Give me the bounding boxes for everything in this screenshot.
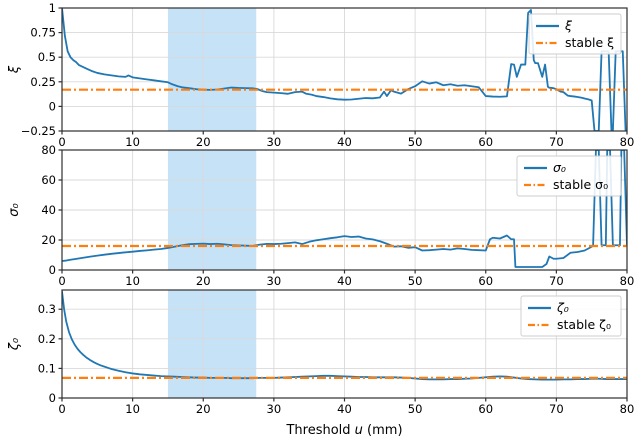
ytick-label: 0 [49,391,56,405]
xtick-label: 60 [478,402,493,416]
xtick-label: 10 [125,135,140,149]
stable-threshold-band [167,290,257,398]
xtick-label: 80 [620,274,635,288]
ytick-label: −0.25 [21,124,56,138]
ytick-label: 20 [41,233,56,247]
xaxis-label: Threshold u (mm) [285,423,402,438]
ytick-label: 80 [41,143,56,157]
ytick-label: 0.1 [38,361,56,375]
xtick-label: 0 [58,402,65,416]
xtick-label: 80 [620,135,635,149]
stable-threshold-band [167,8,257,131]
legend-label-stable: stable σ₀ [553,177,608,192]
ytick-label: 0.25 [30,75,56,89]
legend-label-series: ξ [564,18,573,33]
panel-data-area [62,150,627,268]
xtick-label: 20 [196,274,211,288]
legend-panel-3: ζ₀ stable ζ₀ [520,295,622,337]
legend-label-stable: stable ζ₀ [557,317,611,332]
xtick-label: 70 [549,135,564,149]
yaxis-label: ζ₀ [7,337,22,351]
legend-label-series: ζ₀ [556,300,569,315]
ytick-label: 0 [49,263,56,277]
yaxis-label: ξ [7,65,22,74]
xtick-label: 10 [125,274,140,288]
legend-panel-2: σ₀ stable σ₀ [516,155,622,197]
xtick-label: 80 [620,402,635,416]
ytick-label: 0.5 [38,50,56,64]
xtick-label: 60 [478,135,493,149]
yaxis-label: σ₀ [7,202,22,216]
xtick-label: 20 [196,402,211,416]
panel-2: 0 20 40 60 80 0 10 20 30 40 50 60 70 80 σ₀ σ₀ stable σ₀ [7,143,634,288]
ytick-label: 0 [49,99,56,113]
xtick-label: 70 [549,274,564,288]
xtick-label: 10 [125,402,140,416]
legend-panel-1: ξ stable ξ [528,13,622,55]
ytick-label: 1 [49,1,56,15]
xtick-label: 30 [267,402,282,416]
data-series-line [62,8,627,131]
legend-label-stable: stable ξ [565,35,614,50]
panel-data-area [62,8,627,131]
ytick-label: 40 [41,203,56,217]
xtick-label: 50 [408,135,423,149]
xtick-label: 60 [478,274,493,288]
xtick-label: 0 [58,135,65,149]
xtick-label: 30 [267,274,282,288]
xtick-label: 40 [337,274,352,288]
panel-data-area [62,290,627,381]
xtick-label: 40 [337,135,352,149]
ytick-label: 0.2 [38,332,56,346]
ytick-label: 60 [41,173,56,187]
xtick-label: 50 [408,402,423,416]
ytick-label: 0.3 [38,302,56,316]
xtick-label: 70 [549,402,564,416]
xtick-label: 40 [337,402,352,416]
legend-label-series: σ₀ [553,160,566,175]
panel-3: 0 0.1 0.2 0.3 0 10 20 30 40 50 60 70 80 ζ₀ ζ₀ stable ζ₀ [7,289,635,416]
xtick-label: 0 [58,274,65,288]
xtick-label: 50 [408,274,423,288]
ytick-label: 0.75 [30,26,56,40]
xtick-label: 30 [267,135,282,149]
xtick-label: 20 [196,135,211,149]
